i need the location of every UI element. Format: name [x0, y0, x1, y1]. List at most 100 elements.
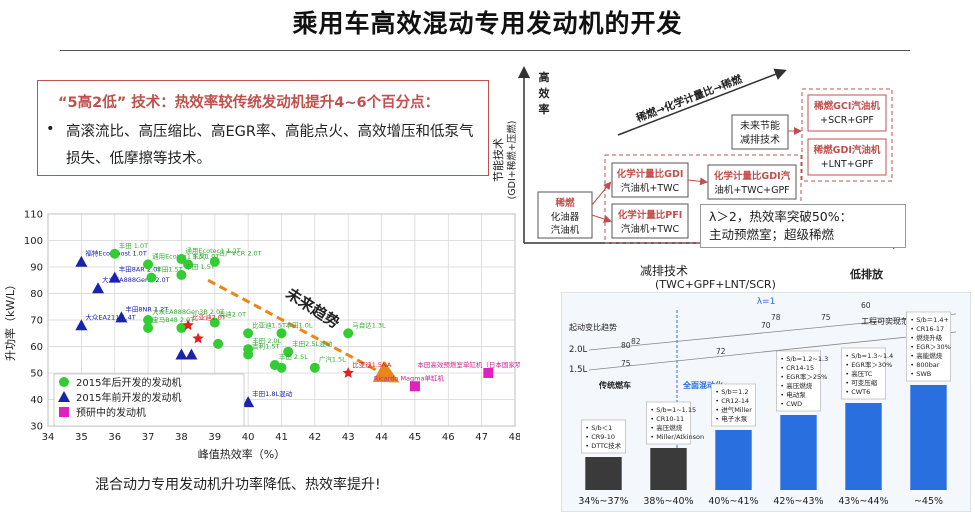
x-tick-label: 34: [42, 432, 55, 443]
feature-list-item: • CWD: [780, 400, 802, 408]
lean-group-frame: [801, 88, 893, 182]
x-tick-label: 44: [375, 432, 388, 443]
data-point-label: 丰田8NR 1.2T: [125, 304, 168, 313]
bar: [845, 403, 882, 490]
roadmap-note-line: 主动预燃室；超级稀燃: [709, 227, 835, 242]
data-point-label: 丰田1.8L混动: [252, 389, 292, 398]
legend-label: 预研中的发动机: [76, 406, 146, 419]
box-pfi: [611, 203, 689, 239]
data-point-label: 广汽1.5L: [319, 355, 346, 364]
box-pfi-title: 化学计量比PFI: [618, 209, 683, 221]
y-tick-label: 30: [30, 422, 43, 433]
feature-list-item: • 高压燃烧: [780, 381, 812, 390]
trend-arrow-line: [207, 278, 400, 383]
engineering-range-label: 工程可实现范围: [861, 316, 917, 326]
y-tick-label: 90: [30, 263, 43, 274]
feature-list-item: • CWT6: [845, 388, 870, 396]
ratio-value: 70: [761, 321, 771, 330]
page-title: 乘用车高效混动专用发动机的开发: [292, 9, 683, 38]
scatter-axes: 34 35 36 37 38 39 40 41 42 43 44 45 46 47 48 30 40 50 60 70…: [3, 210, 520, 462]
ratio-guide-line: [588, 313, 957, 351]
bar-category-label: 43%~44%: [838, 496, 888, 507]
box-gdi-gpf: [707, 164, 797, 200]
data-point-label: 日产VCR 2.0T: [219, 249, 262, 258]
feature-list-item: • DTTC技术: [585, 441, 621, 450]
x-tick-label: 47: [475, 432, 488, 443]
roadmap-note: λ＞2，热效率突破50%： 主动预燃室；超级稀燃: [700, 204, 906, 248]
feature-list-box: [776, 350, 822, 412]
data-point-label: 东风1.0T: [192, 251, 219, 260]
tech-heading: “5高2低” 技术：热效率较传统发动机提升4~6个百分点：: [58, 95, 440, 111]
data-point-circle: [146, 272, 157, 283]
box-gdi: [611, 162, 689, 198]
data-point-circle: [283, 346, 294, 357]
legend-label: 2015年前开发的发动机: [76, 391, 181, 404]
x-tick-label: 38: [175, 432, 188, 443]
y-tick-label: 60: [30, 342, 43, 353]
x-tick-label: 45: [409, 432, 422, 443]
box-gci: [807, 94, 887, 132]
data-point-circle: [143, 322, 154, 333]
box-lean-gdi: [807, 138, 887, 176]
x-tick-label: 37: [142, 432, 155, 443]
data-point-label: 马自达1.3L: [352, 320, 386, 329]
feature-list-box: [646, 401, 692, 445]
x-tick-label: 40: [242, 432, 255, 443]
data-point-label: 丰田 2.0L: [252, 336, 281, 345]
energy-saving-label: 节能技术: [491, 138, 505, 182]
ratio-guide-line: [588, 331, 957, 371]
feature-list-item: • 电动泵: [780, 390, 806, 399]
feature-list-item: • S/b=1.3~1.4: [845, 352, 893, 360]
low-emission-label: 低排放: [850, 268, 883, 281]
data-point-star: [192, 332, 204, 344]
data-point-triangle: [108, 271, 121, 283]
data-point-label: 丰田 1.0T: [119, 241, 148, 250]
box-carburetor-title: 稀燃: [555, 197, 575, 209]
feature-list-item: • EGR率＞30%: [845, 360, 892, 369]
feature-list-item: • 燃烧升级: [910, 333, 942, 342]
feature-list-item: • 电子水泵: [715, 414, 747, 423]
feature-list-box: [711, 383, 757, 427]
feature-list-item: • 高压燃烧: [650, 423, 682, 432]
y-tick-label: 50: [30, 369, 43, 380]
bar-category-label: 34%~37%: [578, 496, 628, 507]
data-point-circle: [176, 254, 187, 265]
data-point-label: Ricardo Magma单缸机: [374, 373, 445, 382]
ratio-value: 80: [621, 341, 631, 350]
data-point-label: 比亚迪1.5NA: [352, 360, 392, 369]
data-point-circle: [143, 315, 154, 325]
title-divider: [60, 50, 910, 51]
feature-list-item: • 高能燃烧: [910, 351, 942, 360]
data-point-label: 本田1.0L: [286, 320, 313, 329]
bar: [780, 415, 817, 490]
data-point-label: 比亚迪1.5T: [252, 320, 286, 329]
ratio-value: 75: [821, 313, 831, 322]
data-point-triangle: [175, 348, 188, 360]
data-point-label: 大众EA888Gen3B 2.0T: [152, 307, 224, 316]
scatter-chart: 34 35 36 37 38 39 40 41 42 43 44 45 46 47 48 30 40 50 60 70…: [3, 210, 520, 462]
trend-diagonal-arrow: [617, 68, 787, 136]
bar-chart-title: 减排技术: [640, 264, 689, 278]
connector-arrow: [591, 181, 612, 206]
feature-list-box: [580, 419, 627, 454]
box-lean-gdi-line: +LNT+GPF: [821, 159, 874, 170]
feature-list-item: • S/b=1.2~1.3: [780, 355, 828, 363]
data-point-label: 奥迪2.0T: [219, 310, 246, 319]
x-axis-label: 峰值热效率（%）: [198, 447, 285, 461]
feature-list-item: • 可变压缩: [845, 378, 877, 387]
data-point-triangle: [75, 255, 88, 267]
data-point-circle: [176, 269, 187, 280]
bar-category-label: 38%~40%: [643, 496, 693, 507]
feature-list-item: • CR12-14: [715, 397, 749, 405]
data-point-label: 丰田 1.5T: [185, 262, 214, 271]
data-point-triangle: [92, 282, 105, 294]
data-point-triangle: [185, 348, 198, 360]
data-point-label: 大众EA211 1.4T: [85, 312, 135, 321]
y-axis-title-char: 率: [539, 102, 550, 116]
data-point-star: [342, 367, 354, 378]
box-future-title: 未来节能: [740, 119, 780, 132]
box-lean-gdi-title: 稀燃GDI汽油机: [814, 144, 881, 156]
x-tick-label: 43: [342, 432, 355, 443]
bar: [650, 448, 687, 490]
